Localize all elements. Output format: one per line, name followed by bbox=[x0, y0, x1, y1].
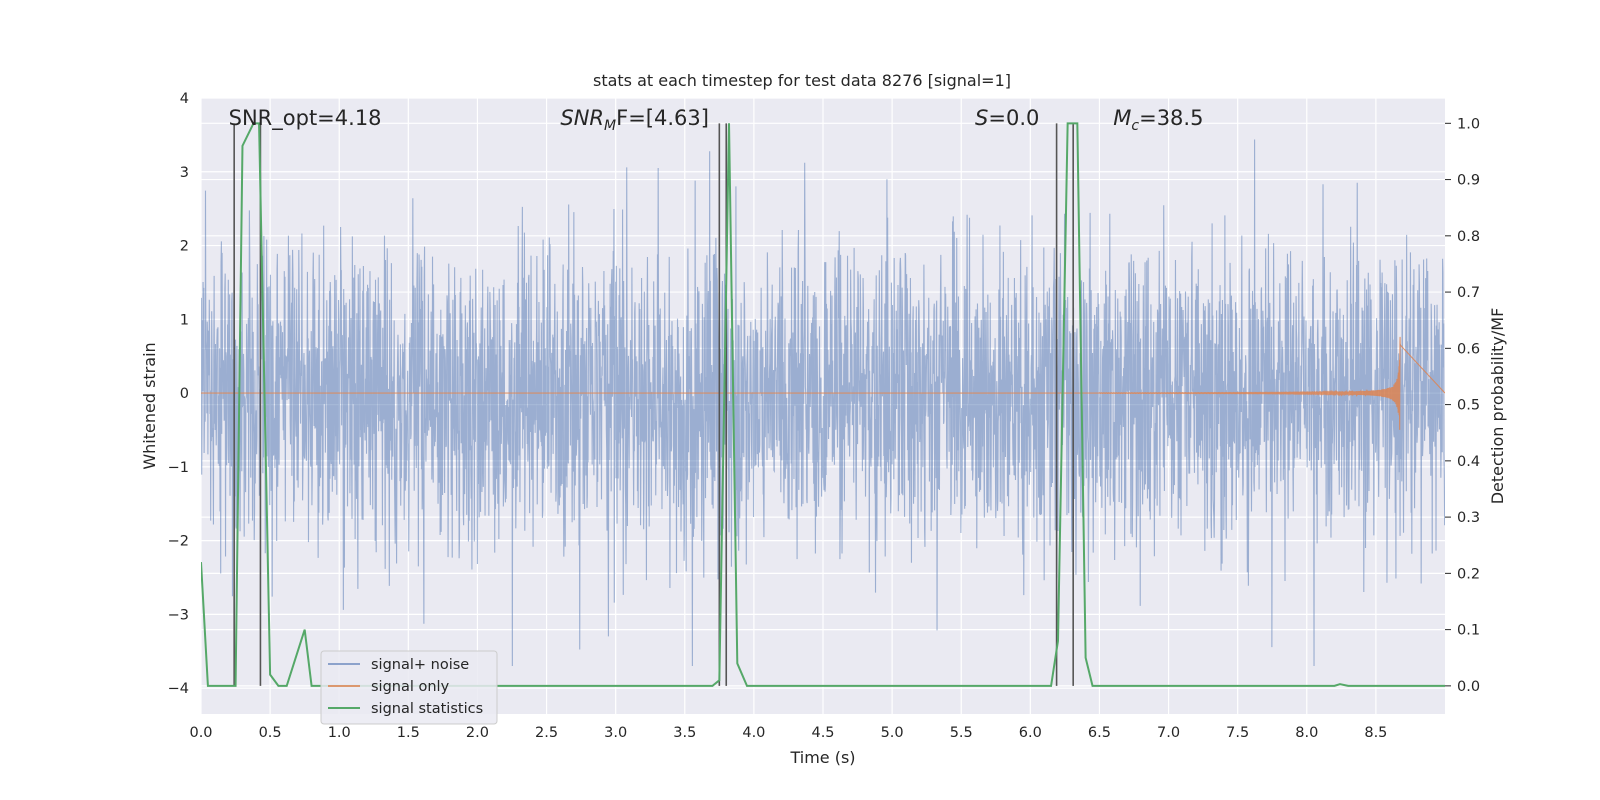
y2-tick-label: 0.7 bbox=[1457, 285, 1480, 301]
x-tick-label: 0.0 bbox=[189, 725, 212, 741]
legend-label-signal-statistics: signal statistics bbox=[371, 701, 483, 717]
y2-axis-ticks: 0.0 0.1 0.2 0.3 0.4 0.5 0.6 0.7 0.8 0.9 1.0 bbox=[1445, 116, 1480, 695]
annotation-main: SNR_opt=4.18 bbox=[229, 106, 382, 131]
x-tick-label: 5.5 bbox=[950, 725, 973, 741]
legend-box bbox=[320, 650, 498, 725]
x-tick-label: 1.5 bbox=[397, 725, 420, 741]
x-tick-label: 3.0 bbox=[604, 725, 627, 741]
x-tick-label: 3.5 bbox=[673, 725, 696, 741]
y2-tick-label: 0.6 bbox=[1457, 341, 1480, 357]
y-axis-label: Whitened strain bbox=[140, 342, 159, 469]
legend: signal+ noise signal only signal statist… bbox=[320, 650, 498, 725]
y2-axis-label: Detection probability/MF bbox=[1488, 308, 1507, 505]
x-tick-label: 8.5 bbox=[1364, 725, 1387, 741]
y2-tick-label: 0.3 bbox=[1457, 510, 1480, 526]
y-axis-ticks: −4 −3 −2 −1 0 1 2 3 4 bbox=[168, 91, 189, 697]
chart-title: stats at each timestep for test data 827… bbox=[593, 71, 1011, 90]
annotation-main: S bbox=[975, 106, 988, 130]
y2-tick-label: 0.9 bbox=[1457, 173, 1480, 189]
annotation-label: Mc=38.5 bbox=[1113, 106, 1203, 134]
x-tick-label: 1.0 bbox=[328, 725, 351, 741]
x-tick-label: 5.0 bbox=[881, 725, 904, 741]
annotation-label: SNR_opt=4.18 bbox=[229, 106, 382, 131]
x-tick-label: 6.0 bbox=[1019, 725, 1042, 741]
x-axis-ticks: 0.0 0.5 1.0 1.5 2.0 2.5 3.0 3.5 4.0 4.5 5.0 5.5 6.0 6… bbox=[189, 725, 1387, 741]
y2-tick-label: 0.5 bbox=[1457, 398, 1480, 414]
y-tick-label: 1 bbox=[180, 312, 189, 328]
annotations: SNR_opt=4.18 SNRMF=[4.63] S=0.0 Mc=38.5 bbox=[229, 106, 1204, 134]
annotation-value: F=[4.63] bbox=[616, 106, 709, 130]
y-tick-label: 2 bbox=[180, 239, 189, 255]
annotation-subscript: c bbox=[1131, 118, 1139, 134]
annotation-label: SNRMF=[4.63] bbox=[560, 106, 709, 134]
annotation-main: M bbox=[1113, 106, 1131, 130]
x-axis-label: Time (s) bbox=[789, 748, 855, 767]
x-tick-label: 0.5 bbox=[259, 725, 282, 741]
y2-tick-label: 0.4 bbox=[1457, 454, 1480, 470]
x-tick-label: 7.0 bbox=[1157, 725, 1180, 741]
y-tick-label: −2 bbox=[168, 534, 189, 550]
annotation-value: =38.5 bbox=[1139, 106, 1203, 130]
y-tick-label: −3 bbox=[168, 607, 189, 623]
y-tick-label: 3 bbox=[180, 165, 189, 181]
series-signal-noise-line bbox=[201, 139, 1445, 667]
y-tick-label: −4 bbox=[168, 681, 189, 697]
y2-tick-label: 0.2 bbox=[1457, 566, 1480, 582]
legend-label-signal-noise: signal+ noise bbox=[371, 657, 469, 673]
y2-tick-label: 1.0 bbox=[1457, 116, 1480, 132]
y-tick-label: 4 bbox=[180, 91, 189, 107]
series-signal-statistics-line bbox=[201, 122, 1445, 687]
x-tick-label: 2.5 bbox=[535, 725, 558, 741]
annotation-subscript: M bbox=[604, 118, 616, 134]
x-tick-label: 6.5 bbox=[1088, 725, 1111, 741]
x-tick-label: 8.0 bbox=[1295, 725, 1318, 741]
series-signal-only-line bbox=[201, 336, 1445, 430]
legend-label-signal-only: signal only bbox=[371, 679, 450, 695]
annotation-main: SNR bbox=[560, 106, 604, 130]
y2-tick-label: 0.0 bbox=[1457, 679, 1480, 695]
y-tick-label: 0 bbox=[180, 386, 189, 402]
y2-tick-label: 0.8 bbox=[1457, 229, 1480, 245]
x-tick-label: 4.5 bbox=[811, 725, 834, 741]
y2-tick-label: 0.1 bbox=[1457, 623, 1480, 639]
x-tick-label: 2.0 bbox=[466, 725, 489, 741]
x-tick-label: 4.0 bbox=[742, 725, 765, 741]
y-tick-label: −1 bbox=[168, 460, 189, 476]
annotation-value: =0.0 bbox=[988, 106, 1039, 130]
x-tick-label: 7.5 bbox=[1226, 725, 1249, 741]
annotation-label: S=0.0 bbox=[975, 106, 1039, 130]
